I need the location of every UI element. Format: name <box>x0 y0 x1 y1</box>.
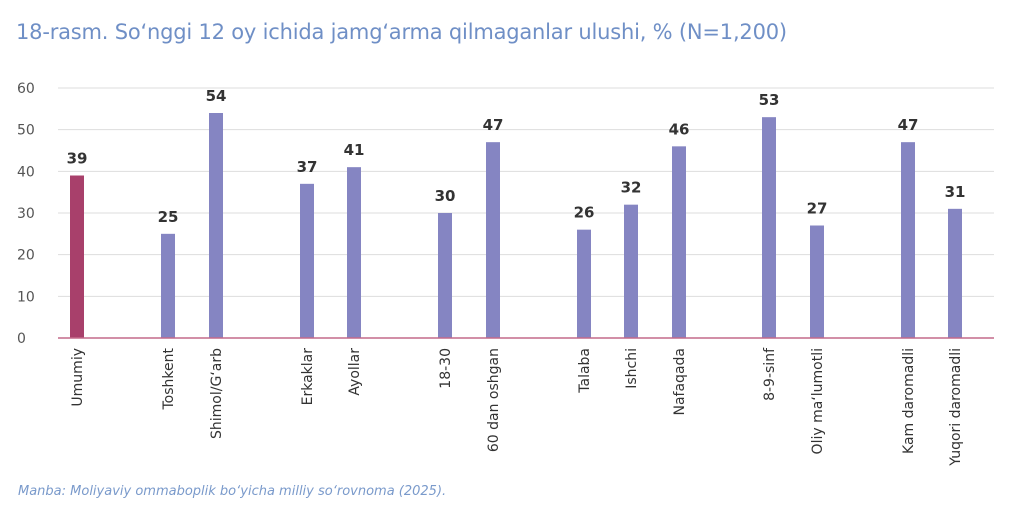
data-label: 30 <box>435 187 456 205</box>
category-label: Yuqori daromadli <box>948 348 964 467</box>
category-label: 8-9-sinf <box>762 347 778 401</box>
source-note: Manba: Moliyaviy ommaboplik bo‘yicha mil… <box>18 484 447 499</box>
bar <box>577 229 591 338</box>
bar <box>486 142 500 338</box>
y-tick-label: 0 <box>17 331 26 347</box>
data-label: 27 <box>807 200 828 218</box>
data-label: 54 <box>206 87 227 105</box>
data-label: 26 <box>574 204 595 222</box>
bar <box>347 167 361 338</box>
y-axis-ticks: 0 10 20 30 40 50 60 <box>17 81 35 347</box>
data-label: 47 <box>483 116 504 134</box>
data-label: 32 <box>621 179 642 197</box>
bar <box>161 233 175 338</box>
data-label: 41 <box>344 141 365 159</box>
bar <box>70 175 84 338</box>
category-label: Nafaqada <box>672 348 688 416</box>
y-tick-label: 30 <box>17 206 35 222</box>
data-label: 47 <box>898 116 919 134</box>
category-label: Talaba <box>577 348 593 394</box>
y-tick-label: 20 <box>17 248 35 264</box>
bar <box>624 204 638 338</box>
data-label: 25 <box>158 208 179 226</box>
bar <box>810 225 824 338</box>
bar <box>901 142 915 338</box>
bar <box>762 117 776 339</box>
bar <box>438 213 452 338</box>
y-tick-label: 10 <box>17 289 35 305</box>
bars <box>70 113 962 339</box>
category-label: Kam daromadli <box>901 348 917 454</box>
data-label: 31 <box>945 183 966 201</box>
data-label: 53 <box>759 91 780 109</box>
gridlines <box>58 87 994 297</box>
bar <box>300 183 314 338</box>
y-tick-label: 60 <box>17 81 35 97</box>
bar-chart: 0 10 20 30 40 50 60 39 25 54 37 41 30 47 26 32 46 53 27 47… <box>17 81 994 467</box>
category-label: 18-30 <box>438 348 454 389</box>
category-label: Toshkent <box>161 348 177 411</box>
category-label: Oliy ma‘lumotli <box>810 348 826 454</box>
bar <box>209 113 223 338</box>
category-labels: Umumiy Toshkent Shimol/G‘arb Erkaklar Ayolla… <box>70 347 964 467</box>
category-label: Erkaklar <box>300 348 316 406</box>
data-label: 39 <box>67 150 88 168</box>
data-label: 37 <box>297 158 318 176</box>
category-label: Shimol/G‘arb <box>209 348 225 439</box>
bar <box>672 146 686 338</box>
bar <box>948 208 962 338</box>
category-label: Umumiy <box>70 348 86 407</box>
chart-title: 18-rasm. So‘nggi 12 oy ichida jamg‘arma … <box>16 20 787 44</box>
category-label: Ayollar <box>347 348 363 396</box>
y-tick-label: 40 <box>17 164 35 180</box>
y-tick-label: 50 <box>17 123 35 139</box>
data-label: 46 <box>669 120 690 138</box>
category-label: Ishchi <box>624 348 640 389</box>
category-label: 60 dan oshgan <box>486 348 502 452</box>
value-labels: 39 25 54 37 41 30 47 26 32 46 53 27 47 31 <box>67 87 966 226</box>
